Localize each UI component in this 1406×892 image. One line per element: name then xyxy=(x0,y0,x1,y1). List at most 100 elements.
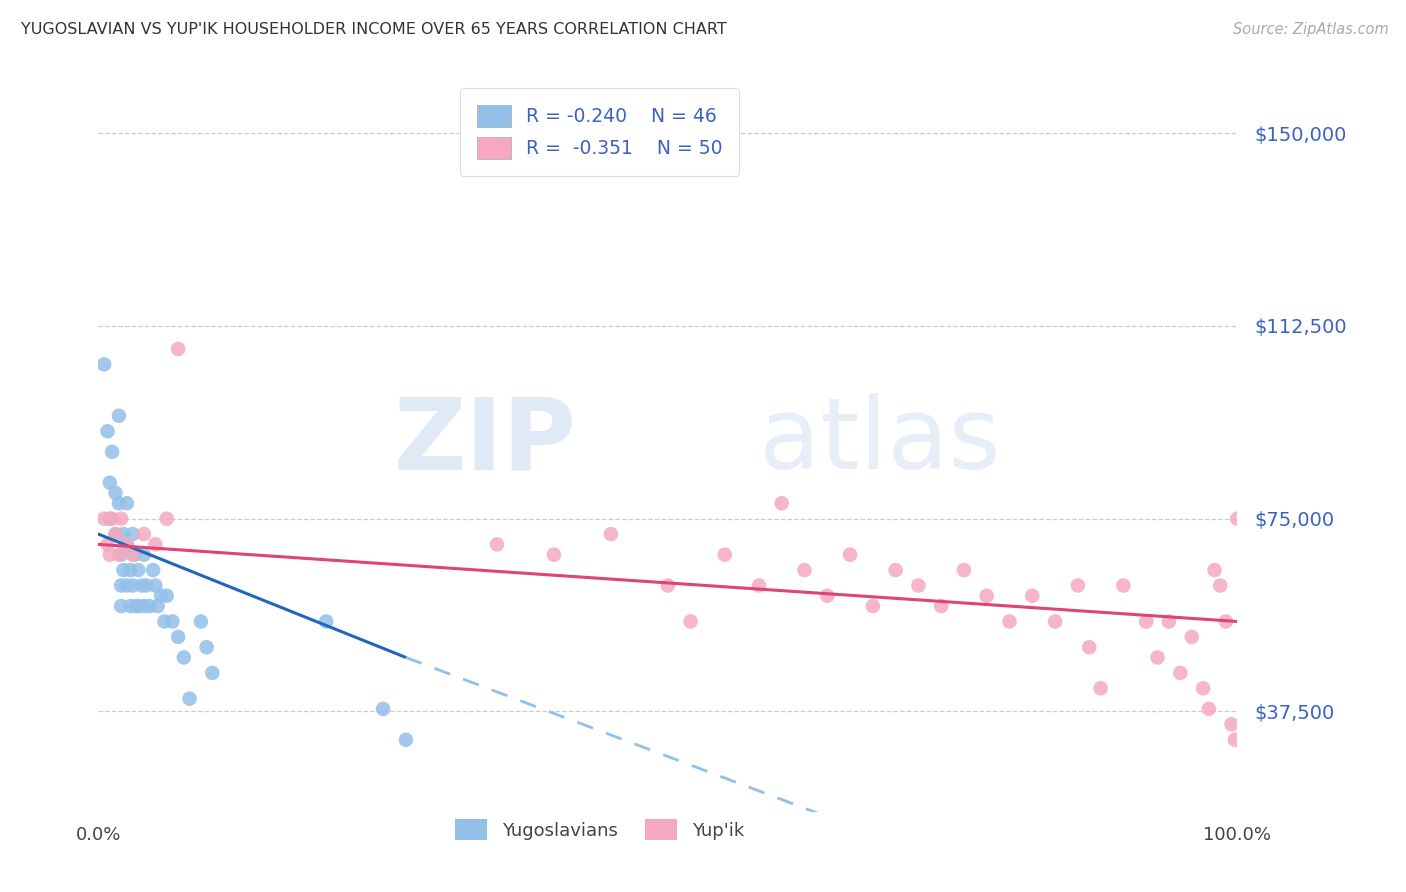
Point xyxy=(112,527,135,541)
Point xyxy=(121,527,143,541)
Point xyxy=(108,548,131,562)
Point xyxy=(929,599,952,613)
Point xyxy=(131,578,153,592)
Text: ZIP: ZIP xyxy=(394,393,576,490)
Point xyxy=(543,548,565,562)
Point xyxy=(179,691,201,706)
Point xyxy=(195,640,218,655)
Point xyxy=(138,599,160,613)
Point xyxy=(115,537,138,551)
Point xyxy=(1209,578,1232,592)
Point xyxy=(110,511,132,525)
Point xyxy=(121,548,143,562)
Point xyxy=(104,527,127,541)
Point xyxy=(101,445,124,459)
Point xyxy=(884,563,907,577)
Point xyxy=(862,599,884,613)
Point xyxy=(120,563,142,577)
Point xyxy=(98,511,121,525)
Point xyxy=(142,563,165,577)
Point xyxy=(1135,615,1157,629)
Point xyxy=(104,486,127,500)
Point xyxy=(108,496,131,510)
Point xyxy=(146,599,169,613)
Point xyxy=(104,527,127,541)
Point xyxy=(1204,563,1226,577)
Point xyxy=(153,615,176,629)
Point xyxy=(1112,578,1135,592)
Point xyxy=(93,358,115,372)
Point xyxy=(124,548,146,562)
Text: atlas: atlas xyxy=(759,393,1001,490)
Point xyxy=(93,511,115,525)
Point xyxy=(96,424,118,438)
Point xyxy=(98,475,121,490)
Point xyxy=(121,578,143,592)
Legend: Yugoslavians, Yup'ik: Yugoslavians, Yup'ik xyxy=(440,805,758,855)
Point xyxy=(98,548,121,562)
Point xyxy=(679,615,702,629)
Point xyxy=(127,599,149,613)
Point xyxy=(1198,702,1220,716)
Point xyxy=(953,563,976,577)
Point xyxy=(132,527,155,541)
Point xyxy=(145,537,167,551)
Point xyxy=(115,537,138,551)
Point xyxy=(315,615,337,629)
Point xyxy=(1223,732,1246,747)
Point xyxy=(1157,615,1180,629)
Point xyxy=(132,548,155,562)
Point xyxy=(371,702,394,716)
Point xyxy=(167,630,190,644)
Point xyxy=(101,511,124,525)
Point xyxy=(1181,630,1204,644)
Point xyxy=(156,511,179,525)
Point xyxy=(600,527,623,541)
Point xyxy=(770,496,793,510)
Point xyxy=(162,615,184,629)
Point xyxy=(793,563,815,577)
Point xyxy=(132,599,155,613)
Point xyxy=(127,563,149,577)
Point xyxy=(1220,717,1243,731)
Point xyxy=(748,578,770,592)
Text: YUGOSLAVIAN VS YUP'IK HOUSEHOLDER INCOME OVER 65 YEARS CORRELATION CHART: YUGOSLAVIAN VS YUP'IK HOUSEHOLDER INCOME… xyxy=(21,22,727,37)
Point xyxy=(167,342,190,356)
Point xyxy=(1090,681,1112,696)
Point xyxy=(657,578,679,592)
Point xyxy=(486,537,509,551)
Point xyxy=(110,599,132,613)
Point xyxy=(907,578,929,592)
Point xyxy=(815,589,838,603)
Point xyxy=(1067,578,1090,592)
Point xyxy=(125,599,148,613)
Point xyxy=(1146,650,1168,665)
Point xyxy=(115,578,138,592)
Point xyxy=(839,548,862,562)
Point xyxy=(173,650,195,665)
Point xyxy=(156,589,179,603)
Point xyxy=(395,732,418,747)
Point xyxy=(1078,640,1101,655)
Text: Source: ZipAtlas.com: Source: ZipAtlas.com xyxy=(1233,22,1389,37)
Point xyxy=(120,599,142,613)
Point xyxy=(1170,665,1192,680)
Point xyxy=(96,537,118,551)
Point xyxy=(145,578,167,592)
Point xyxy=(976,589,998,603)
Point xyxy=(150,589,173,603)
Point xyxy=(1226,511,1249,525)
Point xyxy=(115,496,138,510)
Point xyxy=(1021,589,1043,603)
Point xyxy=(190,615,212,629)
Point xyxy=(1215,615,1237,629)
Point xyxy=(108,409,131,423)
Point xyxy=(714,548,737,562)
Point xyxy=(1043,615,1066,629)
Point xyxy=(1192,681,1215,696)
Point xyxy=(135,578,157,592)
Point xyxy=(110,578,132,592)
Point xyxy=(998,615,1021,629)
Point xyxy=(110,548,132,562)
Point xyxy=(112,563,135,577)
